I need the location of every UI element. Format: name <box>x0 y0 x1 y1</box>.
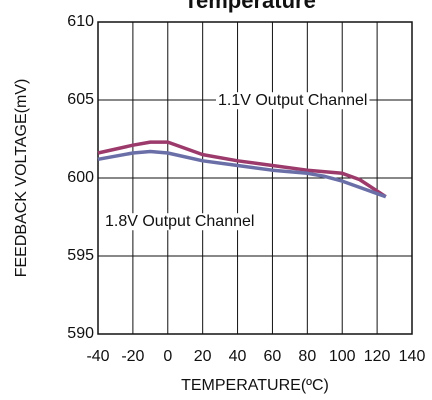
x-tick-label: -40 <box>86 348 109 365</box>
y-tick-label: 595 <box>67 247 94 264</box>
chart-title: Temperature <box>184 0 316 13</box>
x-tick-label: 120 <box>364 348 391 365</box>
label-background <box>103 213 257 231</box>
x-tick-label: 100 <box>329 348 356 365</box>
data-line <box>97 149 387 199</box>
y-tick-label: 590 <box>67 325 94 342</box>
series-label: 1.8V Output Channel <box>105 213 254 230</box>
x-tick-label: 0 <box>163 348 172 365</box>
y-tick-label: 610 <box>67 13 94 30</box>
label-background <box>216 92 370 110</box>
x-tick-label: 140 <box>399 348 426 365</box>
x-tick-label: 60 <box>264 348 282 365</box>
y-axis-label: FEEDBACK VOLTAGE(mV) <box>13 79 30 278</box>
x-tick-label: -20 <box>121 348 144 365</box>
series-label: 1.1V Output Channel <box>218 92 367 109</box>
y-tick-label: 605 <box>67 91 94 108</box>
x-axis-label: TEMPERATURE(ºC) <box>181 377 329 394</box>
x-tick-label: 80 <box>298 348 316 365</box>
data-line <box>97 140 387 199</box>
y-tick-label: 600 <box>67 169 94 186</box>
x-tick-label: 20 <box>194 348 212 365</box>
x-tick-label: 40 <box>229 348 247 365</box>
